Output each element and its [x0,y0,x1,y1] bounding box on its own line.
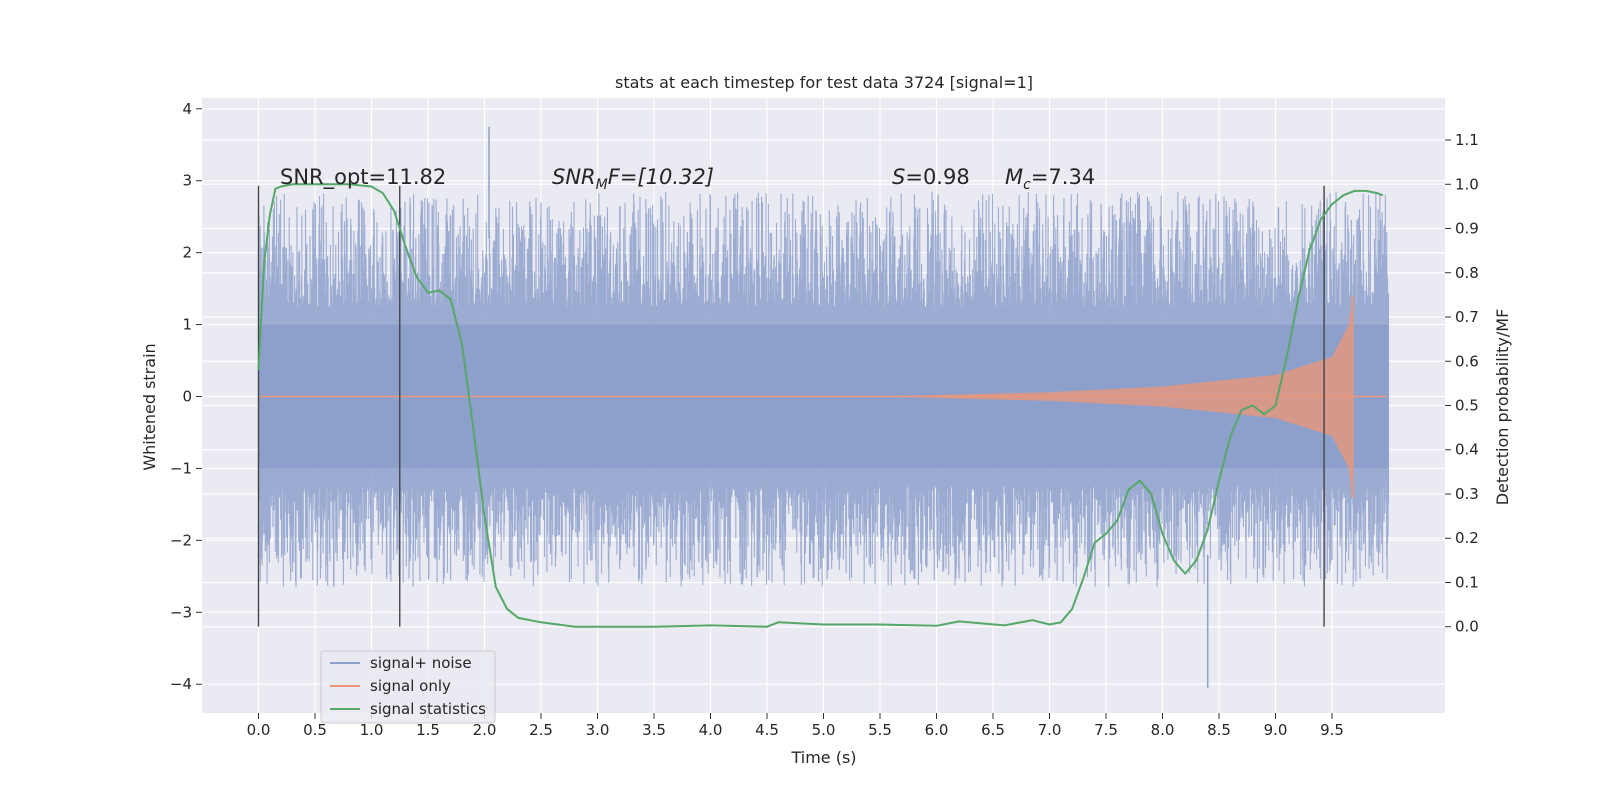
y-right-tick-label: 1.1 [1455,131,1479,149]
y-right-tick-label: 0.3 [1455,485,1479,503]
y-axis-label: Whitened strain [140,343,159,470]
x-tick-label: 4.5 [755,721,779,739]
x-tick-label: 9.5 [1320,721,1344,739]
x-tick-label: 0.5 [303,721,327,739]
x-tick-label: 3.5 [642,721,666,739]
y-right-tick-label: 0.0 [1455,618,1479,636]
x-tick-label: 2.0 [473,721,497,739]
y-tick-label: 2 [182,244,192,262]
y-tick-label: 4 [182,100,192,118]
x-tick-label: 8.5 [1207,721,1231,739]
y-right-tick-label: 0.7 [1455,308,1479,326]
y-tick-label: −3 [170,603,192,621]
y-tick-label: 1 [182,316,192,334]
legend: signal+ noise signal only signal statist… [320,650,496,724]
y-right-tick-label: 0.5 [1455,397,1479,415]
y-right-tick-label: 0.2 [1455,529,1479,547]
statistics-line [257,183,1384,628]
x-tick-label: 3.0 [586,721,610,739]
x-tick-label: 1.5 [416,721,440,739]
legend-label-signal-statistics: signal statistics [370,700,486,718]
y-tick-label: −2 [170,531,192,549]
annotation-snr-opt: SNR_opt=11.82 [280,165,446,190]
x-axis-label: Time (s) [790,748,856,767]
x-tick-label: 2.5 [529,721,553,739]
vertical-markers [257,185,1325,627]
x-tick-label: 4.0 [699,721,723,739]
y-tick-label: 3 [182,172,192,190]
x-tick-label: 5.0 [812,721,836,739]
legend-label-signal-noise: signal+ noise [370,654,472,672]
x-tick-label: 0.0 [247,721,271,739]
series-signal-only [258,295,1387,498]
x-tick-label: 6.0 [925,721,949,739]
x-tick-label: 7.5 [1094,721,1118,739]
x-tick-label: 6.5 [981,721,1005,739]
annotation-snr-mf: SNRMF=[10.32] [552,165,714,193]
annotation-mc: Mc=7.34 [1005,165,1095,193]
chart-title: stats at each timestep for test data 372… [615,73,1033,92]
y-right-tick-label: 1.0 [1455,175,1479,193]
y-right-tick-label: 0.9 [1455,220,1479,238]
y-tick-label: −4 [170,675,192,693]
y-right-tick-label: 0.1 [1455,573,1479,591]
annotation-s: S=0.98 [892,165,970,189]
y-right-tick-label: 0.8 [1455,264,1479,282]
y-tick-label: 0 [182,388,192,406]
series-signal-statistics [257,183,1384,628]
y-axis-right-label: Detection probability/MF [1493,309,1512,506]
x-tick-label: 7.0 [1038,721,1062,739]
y-tick-label: −1 [170,459,192,477]
x-tick-label: 9.0 [1264,721,1288,739]
x-tick-label: 1.0 [360,721,384,739]
y-right-tick-label: 0.4 [1455,441,1479,459]
x-tick-label: 5.5 [868,721,892,739]
x-tick-label: 8.0 [1151,721,1175,739]
y-right-tick-label: 0.6 [1455,352,1479,370]
axis-ticks: 0.0 0.5 1.0 1.5 2.0 2.5 3.0 3.5 4.0 4.5 5.0 5.5 6.0 6… [170,100,1479,739]
legend-label-signal-only: signal only [370,677,451,695]
